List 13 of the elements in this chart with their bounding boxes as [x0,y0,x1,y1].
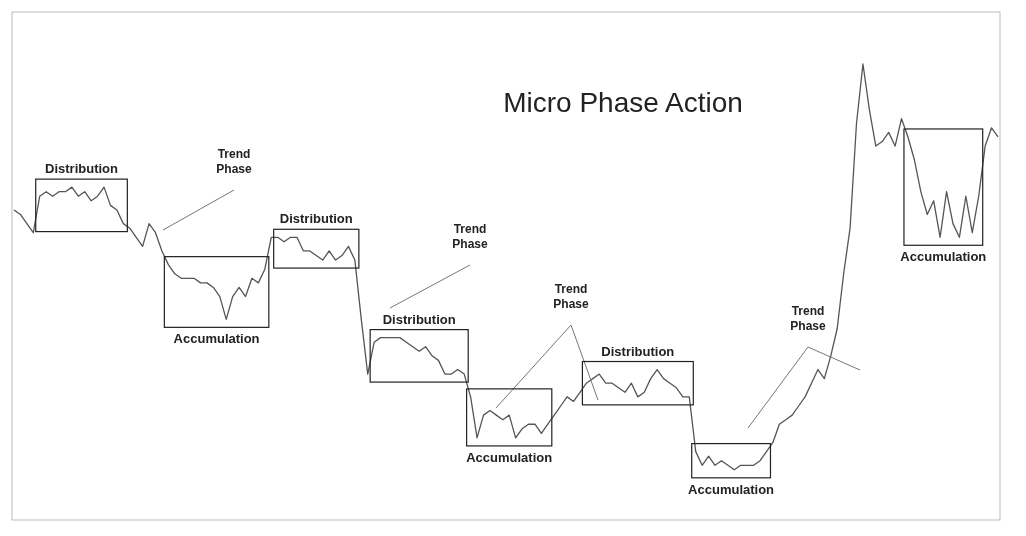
annotation: Accumulation [466,449,553,465]
annotation: Distribution [279,211,353,227]
annotation: Accumulation [688,481,775,497]
annotation: Distribution [601,343,675,359]
annotation: Accumulation [173,331,260,347]
annotation: Distribution [45,161,119,177]
annotation: Trend Phase [216,147,252,176]
annotation: Distribution [382,311,456,327]
annotation: Accumulation [900,249,987,265]
annotation: Trend Phase [452,222,488,251]
annotation: Trend Phase [553,282,589,311]
text: Micro Phase Action [503,87,743,118]
annotation: Trend Phase [790,304,826,333]
